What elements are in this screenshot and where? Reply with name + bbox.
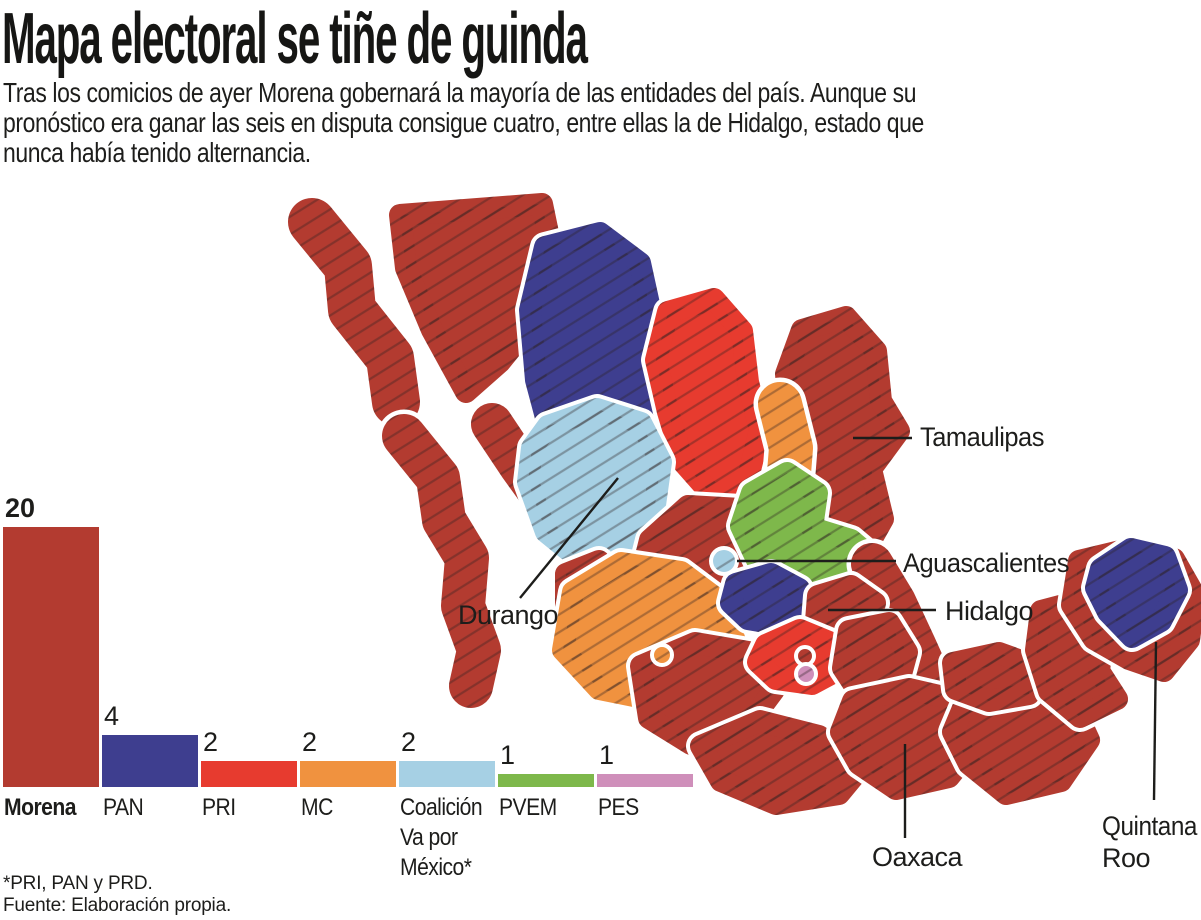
bar-value-coalici-n-va-por-m-xico: 2: [401, 727, 417, 757]
bar-label-mc: MC: [301, 794, 333, 821]
bar-coalici-n-va-por-m-xico: [399, 761, 495, 787]
map-label-tamaulipas: Tamaulipas: [920, 422, 1044, 452]
state-baja-california-sur: [377, 409, 506, 713]
leader-quintana-roo: [1152, 641, 1158, 801]
bar-value-mc: 2: [302, 727, 318, 757]
bar-value-morena: 20: [5, 493, 36, 523]
leader-lines: [519, 436, 1158, 838]
bar-value-pri: 2: [203, 727, 219, 757]
bar-label-coalici-n-va-por-m-xico: Coalición Va por México*: [400, 794, 483, 881]
bar-morena: [3, 527, 99, 787]
page-title: Mapa electoral se tiñe de guinda: [2, 0, 588, 79]
state-guerrero: [686, 706, 878, 819]
states-layer: [283, 189, 1201, 819]
bar-label-morena: Morena: [4, 794, 76, 821]
state-tabasco: [938, 638, 1050, 716]
map-label-quintana-roo-line1: Quintana: [1102, 811, 1198, 841]
map-label-aguascalientes: Aguascalientes: [903, 548, 1069, 578]
state-durango: [513, 394, 676, 573]
state-baja-california: [283, 193, 425, 431]
bar-label-pan: PAN: [103, 794, 144, 821]
state-aguascalientes: [709, 546, 739, 576]
footnote-asterisk: *PRI, PAN y PRD.: [3, 873, 153, 894]
bar-value-pan: 4: [104, 701, 120, 731]
state-quintana-roo: [1081, 534, 1192, 652]
map-labels: Tamaulipas Aguascalientes Hidalgo Durang…: [458, 422, 1199, 873]
bar-pes: [597, 774, 693, 787]
bar-label-pvem: PVEM: [499, 794, 557, 821]
state-coahuila: [641, 284, 775, 511]
footnote-source: Fuente: Elaboración propia.: [3, 895, 232, 916]
bar-label-pes: PES: [598, 794, 639, 821]
bar-pvem: [498, 774, 594, 787]
bar-value-pvem: 1: [500, 740, 516, 770]
state-oaxaca: [826, 674, 994, 804]
map-label-durango: Durango: [458, 600, 558, 630]
bar-mc: [300, 761, 396, 787]
leader-durango: [519, 477, 619, 599]
bar-value-pes: 1: [599, 740, 615, 770]
bar-label-pri: PRI: [202, 794, 236, 821]
state-morelos: [794, 662, 818, 686]
map-label-quintana-roo-line2: Roo: [1102, 843, 1150, 873]
subtitle: Tras los comicios de ayer Morena goberna…: [3, 77, 924, 168]
state-cdmx: [794, 645, 816, 667]
bar-pri: [201, 761, 297, 787]
state-sonora: [385, 189, 569, 407]
bar-pan: [102, 735, 198, 787]
map-label-hidalgo: Hidalgo: [945, 596, 1033, 626]
state-colima: [650, 643, 674, 667]
map-label-oaxaca: Oaxaca: [872, 842, 964, 872]
